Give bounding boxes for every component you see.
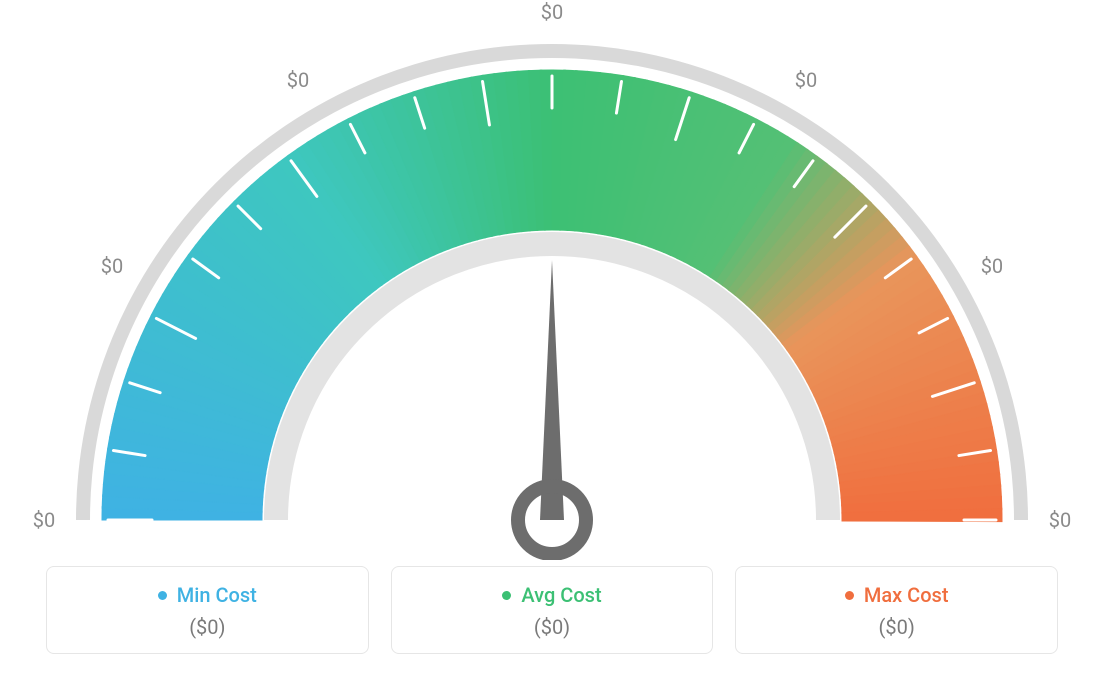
gauge-scale-label: $0 [287,68,309,92]
gauge-scale-label: $0 [1049,508,1071,532]
legend-dot-max [845,591,854,600]
gauge-container: $0 $0 $0 $0 $0 $0 $0 [0,0,1104,560]
legend-row: Min Cost ($0) Avg Cost ($0) Max Cost ($0… [0,566,1104,654]
legend-card-avg: Avg Cost ($0) [391,566,714,654]
legend-title-avg: Avg Cost [521,583,601,607]
legend-title-min: Min Cost [177,583,257,607]
gauge-scale-label: $0 [981,254,1003,278]
legend-dot-avg [502,591,511,600]
legend-card-min: Min Cost ($0) [46,566,369,654]
legend-value-min: ($0) [57,615,358,639]
gauge-scale-label: $0 [541,0,563,24]
gauge-scale-label: $0 [795,68,817,92]
legend-value-max: ($0) [746,615,1047,639]
gauge-scale-label: $0 [33,508,55,532]
legend-value-avg: ($0) [402,615,703,639]
legend-dot-min [158,591,167,600]
gauge-scale-label: $0 [101,254,123,278]
gauge-chart [0,0,1104,560]
legend-title-max: Max Cost [864,583,949,607]
legend-card-max: Max Cost ($0) [735,566,1058,654]
